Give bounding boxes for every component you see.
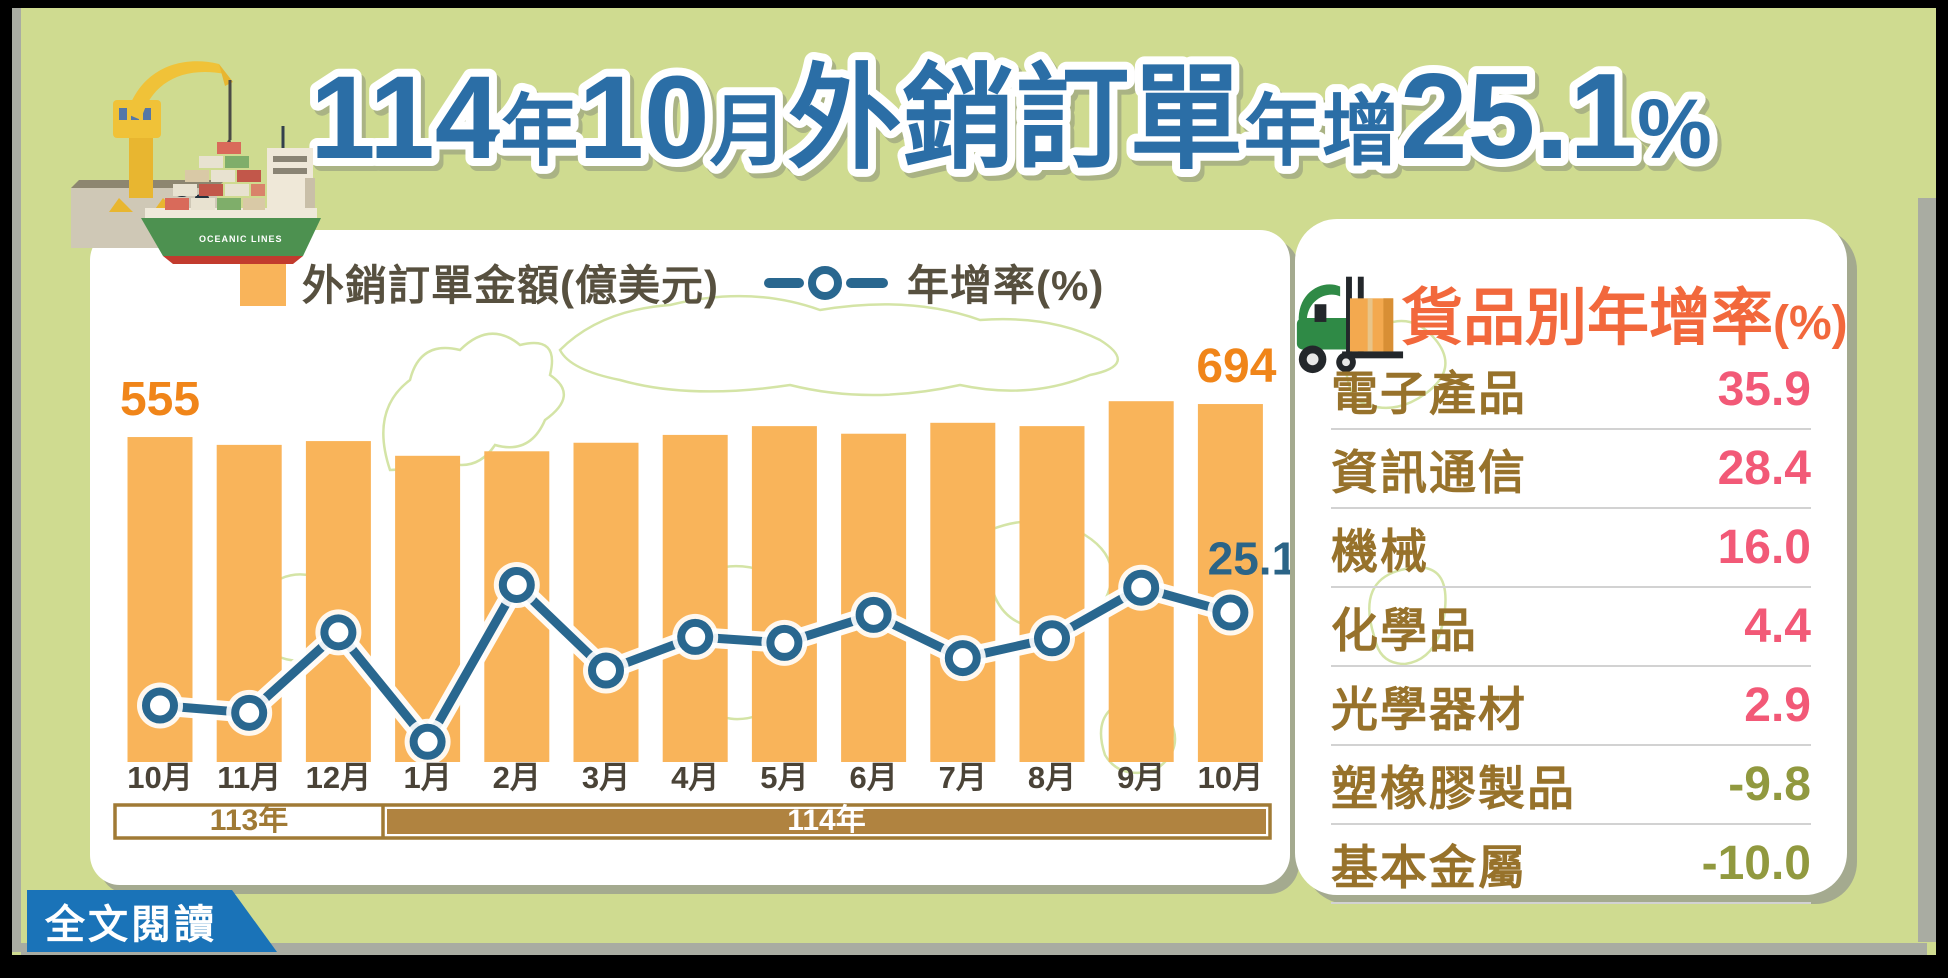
bar-7月	[930, 422, 996, 762]
line-point-8月	[1034, 620, 1070, 657]
month-label: 10月	[127, 760, 192, 795]
page-shadow-left	[12, 8, 21, 952]
product-name: 化學品	[1331, 604, 1478, 657]
chart-panel: 外銷訂單金額(億美元) 年增率(%) 555 694 25.1 10月 11月 12月 1月…	[90, 230, 1290, 885]
line-point-2月	[498, 566, 535, 603]
read-full-text-button[interactable]: 全文閱讀	[27, 890, 277, 952]
line-point-12月	[320, 614, 357, 651]
product-row: 光學器材 2.9	[1331, 667, 1811, 746]
product-row: 塑橡膠製品 -9.8	[1331, 746, 1811, 825]
month-label: 11月	[217, 760, 281, 795]
line-point-6月	[855, 596, 892, 633]
line-point-10月	[142, 687, 178, 724]
month-label: 5月	[760, 760, 808, 795]
product-value: 4.4	[1744, 600, 1811, 653]
product-value: 16.0	[1717, 521, 1811, 574]
product-name: 機械	[1331, 525, 1429, 578]
year-band-114: 114年	[787, 804, 865, 837]
bar-3月	[573, 442, 639, 762]
page-shadow-bottom	[21, 943, 1927, 955]
month-label: 10月	[1198, 760, 1263, 795]
last-bar-label: 694	[1196, 340, 1276, 393]
product-row: 資訊通信 28.4	[1331, 430, 1811, 509]
bar-10月	[1197, 404, 1263, 762]
chart-legend: 外銷訂單金額(億美元) 年增率(%)	[240, 252, 1104, 313]
line-point-11月	[231, 694, 268, 731]
month-label: 7月	[939, 760, 987, 795]
product-value: 28.4	[1717, 442, 1811, 495]
product-name: 光學器材	[1331, 683, 1527, 736]
year-band-113: 113年	[210, 804, 288, 837]
line-point-10月	[1212, 594, 1249, 631]
svg-text:114年10月外銷訂單年增25.1%: 114年10月外銷訂單年增25.1%	[310, 48, 1712, 184]
product-growth-panel: 貨品別年增率(%) 電子產品 35.9 資訊通信 28.4 機械 16.0 化學品 4.4 光學…	[1295, 219, 1848, 904]
product-name: 基本金屬	[1331, 841, 1527, 894]
line-point-3月	[588, 652, 624, 689]
page-background: 114年10月外銷訂單年增25.1% OCEANIC LINES	[12, 8, 1936, 955]
month-label: 3月	[582, 760, 630, 795]
page-shadow-right	[1918, 198, 1936, 942]
product-row: 化學品 4.4	[1331, 588, 1811, 667]
product-row: 電子產品 35.9	[1331, 351, 1811, 430]
product-table: 電子產品 35.9 資訊通信 28.4 機械 16.0 化學品 4.4 光學器材 2.9 塑橡膠製品…	[1331, 351, 1811, 904]
bar-8月	[1019, 426, 1085, 762]
first-bar-label: 555	[120, 373, 200, 426]
month-label: 4月	[671, 760, 719, 795]
svg-text:OCEANIC LINES: OCEANIC LINES	[199, 234, 283, 244]
bar-legend-label: 外銷訂單金額(億美元)	[302, 262, 719, 309]
bar-4月	[662, 434, 728, 762]
product-value: -9.8	[1728, 758, 1811, 811]
month-label: 6月	[849, 760, 897, 795]
product-value: 35.9	[1717, 363, 1811, 416]
product-row: 基本金屬 -10.0	[1331, 825, 1811, 904]
line-point-4月	[677, 618, 714, 655]
bar-legend-swatch	[240, 259, 286, 306]
line-point-1月	[409, 723, 446, 760]
product-name: 電子產品	[1331, 367, 1527, 420]
line-point-7月	[944, 640, 981, 677]
chart-svg: 555 694 25.1 10月 11月 12月 1月 2月 3月 4月 5月 6月 7月 8月 9月 10月…	[113, 340, 1290, 840]
product-panel-header: 貨品別年增率(%)	[1295, 249, 1848, 374]
line-legend-label: 年增率(%)	[906, 262, 1105, 309]
month-label: 9月	[1117, 760, 1165, 795]
month-label: 8月	[1028, 760, 1076, 795]
line-point-9月	[1123, 569, 1160, 606]
product-value: -10.0	[1701, 837, 1811, 890]
ship-crane-illustration: OCEANIC LINES	[71, 61, 321, 264]
month-label: 12月	[306, 760, 371, 795]
page-title: 114年10月外銷訂單年增25.1%	[302, 40, 1720, 192]
product-panel-title: 貨品別年增率(%)	[1401, 284, 1848, 353]
last-point-label: 25.1	[1208, 533, 1290, 585]
month-label: 2月	[493, 760, 541, 795]
product-value: 2.9	[1744, 679, 1811, 732]
bar-12月	[305, 441, 371, 762]
line-legend-icon	[763, 265, 888, 300]
line-point-5月	[766, 624, 803, 661]
product-row: 機械 16.0	[1331, 509, 1811, 588]
bar-5月	[751, 426, 817, 762]
product-name: 塑橡膠製品	[1331, 762, 1576, 815]
month-label: 1月	[403, 760, 451, 795]
product-name: 資訊通信	[1331, 446, 1527, 499]
